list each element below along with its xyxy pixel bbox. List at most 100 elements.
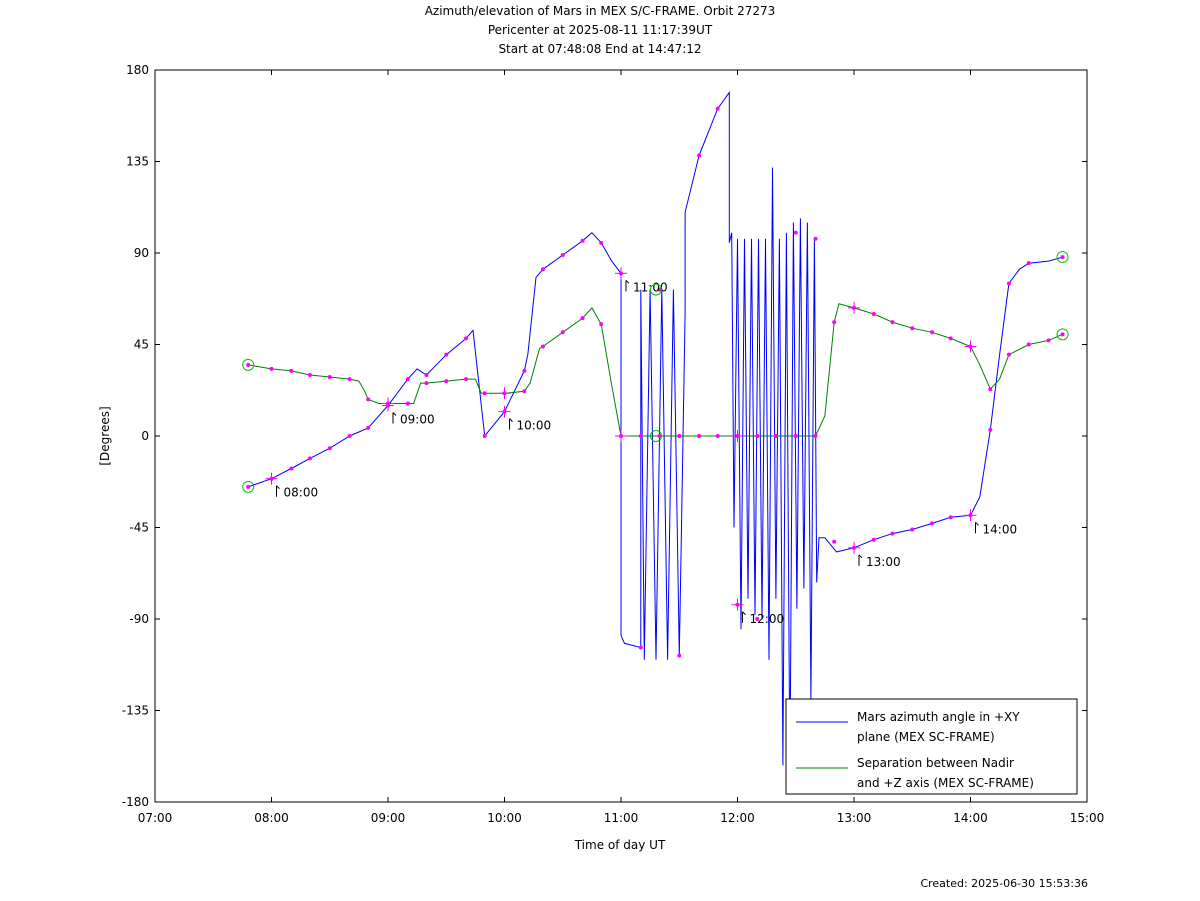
data-point-marker — [366, 425, 371, 430]
endpoint-circle — [649, 283, 662, 296]
series-line-1 — [248, 90, 1063, 782]
data-point-marker — [289, 368, 294, 373]
x-tick-label: 07:00 — [138, 811, 173, 825]
endpoint-circle — [649, 430, 662, 442]
x-tick-label: 14:00 — [953, 811, 988, 825]
data-point-marker — [347, 377, 352, 382]
data-point-marker — [580, 238, 585, 243]
data-point-marker — [697, 153, 702, 158]
series-line-2 — [248, 303, 1063, 437]
data-point-marker — [269, 366, 274, 371]
hour-mark-cross — [964, 509, 977, 522]
data-point-marker — [522, 368, 527, 373]
endpoint-circle — [242, 358, 255, 371]
y-tick-label: 180 — [126, 63, 149, 77]
hour-mark-label: 10:00 — [517, 419, 552, 433]
series-layer — [248, 90, 1063, 782]
data-point-marker — [715, 106, 720, 111]
hour-mark-cross — [848, 301, 860, 314]
hour-mark-label: 14:00 — [983, 522, 1018, 536]
y-tick-label: -90 — [129, 612, 149, 626]
data-point-marker — [988, 387, 993, 392]
hour-mark-cross — [848, 541, 860, 554]
y-axis-label: [Degrees] — [98, 406, 112, 465]
data-point-marker — [246, 362, 251, 367]
y-tick-label: -180 — [122, 795, 149, 809]
data-point-marker — [871, 537, 876, 542]
data-point-marker — [930, 330, 935, 335]
data-point-marker — [948, 336, 953, 341]
data-point-marker — [307, 373, 312, 377]
data-point-marker — [715, 434, 720, 438]
x-tick-label: 11:00 — [604, 811, 639, 825]
data-point-marker — [1026, 261, 1031, 266]
data-point-marker — [347, 434, 352, 438]
legend: Mars azimuth angle in +XY plane (MEX SC-F… — [785, 698, 1078, 795]
data-point-marker — [405, 377, 410, 382]
data-point-marker — [755, 434, 760, 438]
y-tick-label: 135 — [126, 155, 149, 169]
data-point-marker — [1006, 281, 1011, 286]
data-point-marker — [327, 446, 332, 451]
data-point-marker — [697, 434, 702, 438]
data-point-marker — [560, 330, 565, 335]
data-point-marker — [464, 377, 469, 382]
legend-label-1: plane (MEX SC-FRAME) — [857, 730, 995, 744]
legend-label-2: and +Z axis (MEX SC-FRAME) — [857, 776, 1034, 790]
hour-mark-arrowhead — [392, 412, 397, 416]
hour-mark-arrowhead — [509, 418, 513, 422]
hour-mark-arrowhead — [975, 521, 979, 526]
data-point-marker — [988, 427, 993, 432]
data-point-marker — [755, 617, 760, 621]
hour-mark-cross — [731, 598, 744, 611]
data-point-marker — [246, 484, 251, 489]
data-point-marker — [657, 434, 662, 438]
x-axis-label: Time of day UT — [574, 838, 666, 852]
data-point-marker — [793, 230, 798, 235]
hour-mark-cross — [498, 387, 511, 400]
data-point-marker — [1006, 352, 1011, 357]
data-point-marker — [832, 539, 837, 544]
data-point-marker — [289, 466, 294, 471]
hour-mark-arrowhead — [858, 554, 863, 559]
data-point-marker — [540, 344, 545, 349]
data-point-marker — [424, 373, 429, 377]
data-point-marker — [871, 312, 876, 316]
hour-mark-cross — [615, 267, 627, 280]
y-tick-label: 0 — [141, 429, 149, 443]
data-point-marker — [832, 320, 837, 325]
data-point-marker — [948, 515, 953, 520]
data-point-marker — [560, 253, 565, 258]
data-point-marker — [522, 389, 527, 394]
hour-mark-arrowhead — [742, 611, 746, 616]
endpoint-circle — [242, 480, 255, 493]
chart-title-line-1: Azimuth/elevation of Mars in MEX S/C-FRA… — [424, 4, 776, 18]
data-point-marker — [405, 401, 410, 406]
y-tick-label: -135 — [122, 704, 149, 718]
endpoint-circle — [1056, 251, 1069, 264]
data-point-marker — [464, 336, 469, 341]
data-point-marker — [482, 434, 487, 438]
hour-mark-arrowhead — [276, 485, 280, 490]
x-tick-label: 10:00 — [487, 811, 522, 825]
data-point-marker — [1060, 255, 1065, 260]
data-point-marker — [677, 434, 682, 438]
hour-mark-label: 11:00 — [633, 280, 668, 294]
data-point-marker — [327, 375, 332, 380]
data-point-marker — [580, 316, 585, 321]
data-point-marker — [444, 352, 449, 357]
data-point-marker — [540, 267, 545, 272]
x-tick-label: 08:00 — [254, 811, 289, 825]
y-tick-label: 90 — [134, 246, 149, 260]
x-tick-label: 09:00 — [371, 811, 406, 825]
data-point-marker — [307, 456, 312, 461]
data-point-marker — [599, 240, 604, 245]
hour-mark-cross — [498, 405, 511, 418]
data-point-marker — [444, 379, 449, 384]
hour-mark-label: 09:00 — [400, 413, 435, 427]
data-point-marker — [657, 287, 662, 292]
hour-mark-label: 08:00 — [284, 486, 319, 500]
data-point-marker — [813, 236, 818, 241]
y-tick-label: -45 — [129, 521, 149, 535]
